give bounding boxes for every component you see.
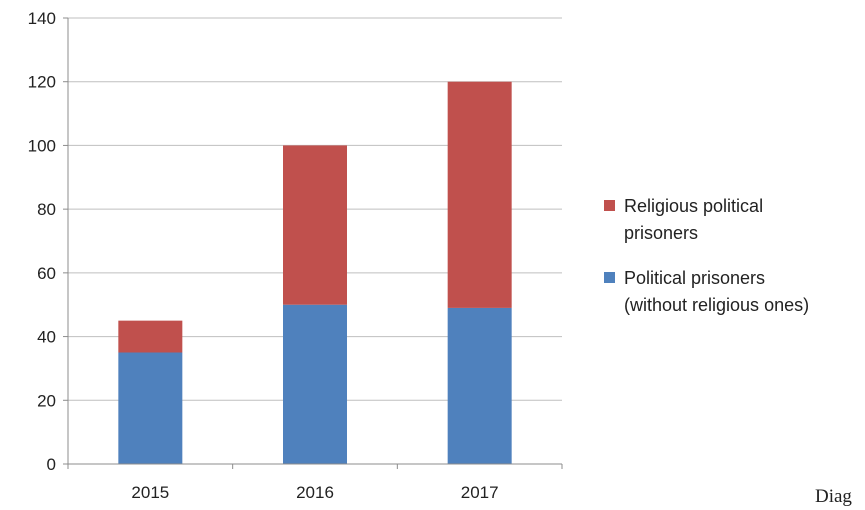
x-axis-tick-labels: 2015 2016 2017 <box>131 483 498 502</box>
legend-label: Religious political <box>624 196 763 216</box>
y-tick-label: 40 <box>37 328 56 347</box>
y-axis-tick-labels: 0 20 40 60 80 100 120 140 <box>28 9 56 474</box>
y-tick-label: 100 <box>28 136 56 155</box>
y-tick-label: 20 <box>37 391 56 410</box>
legend: Religious political prisoners Political pr… <box>604 196 809 315</box>
bar-segment-political-2015 <box>118 352 183 464</box>
y-tick-label: 60 <box>37 264 56 283</box>
clipped-caption-text: Diag <box>815 486 852 507</box>
x-tick-label: 2016 <box>296 483 334 502</box>
legend-label: prisoners <box>624 223 698 243</box>
legend-swatch <box>604 272 615 283</box>
bar-segment-political-2016 <box>283 304 347 464</box>
bar-segment-religious-2015 <box>118 320 183 353</box>
bar-segment-religious-2016 <box>283 145 347 305</box>
x-tick-label: 2017 <box>461 483 499 502</box>
y-tick-label: 0 <box>47 455 56 474</box>
legend-label: Political prisoners <box>624 268 765 288</box>
y-tick-label: 80 <box>37 200 56 219</box>
bar-segment-political-2017 <box>447 307 512 464</box>
legend-label: (without religious ones) <box>624 295 809 315</box>
y-tick-label: 140 <box>28 9 56 28</box>
legend-swatch <box>604 200 615 211</box>
bar-segments <box>118 81 512 464</box>
y-tick-label: 120 <box>28 73 56 92</box>
bar-segment-religious-2017 <box>447 81 512 308</box>
x-tick-label: 2015 <box>131 483 169 502</box>
axes <box>63 17 563 469</box>
